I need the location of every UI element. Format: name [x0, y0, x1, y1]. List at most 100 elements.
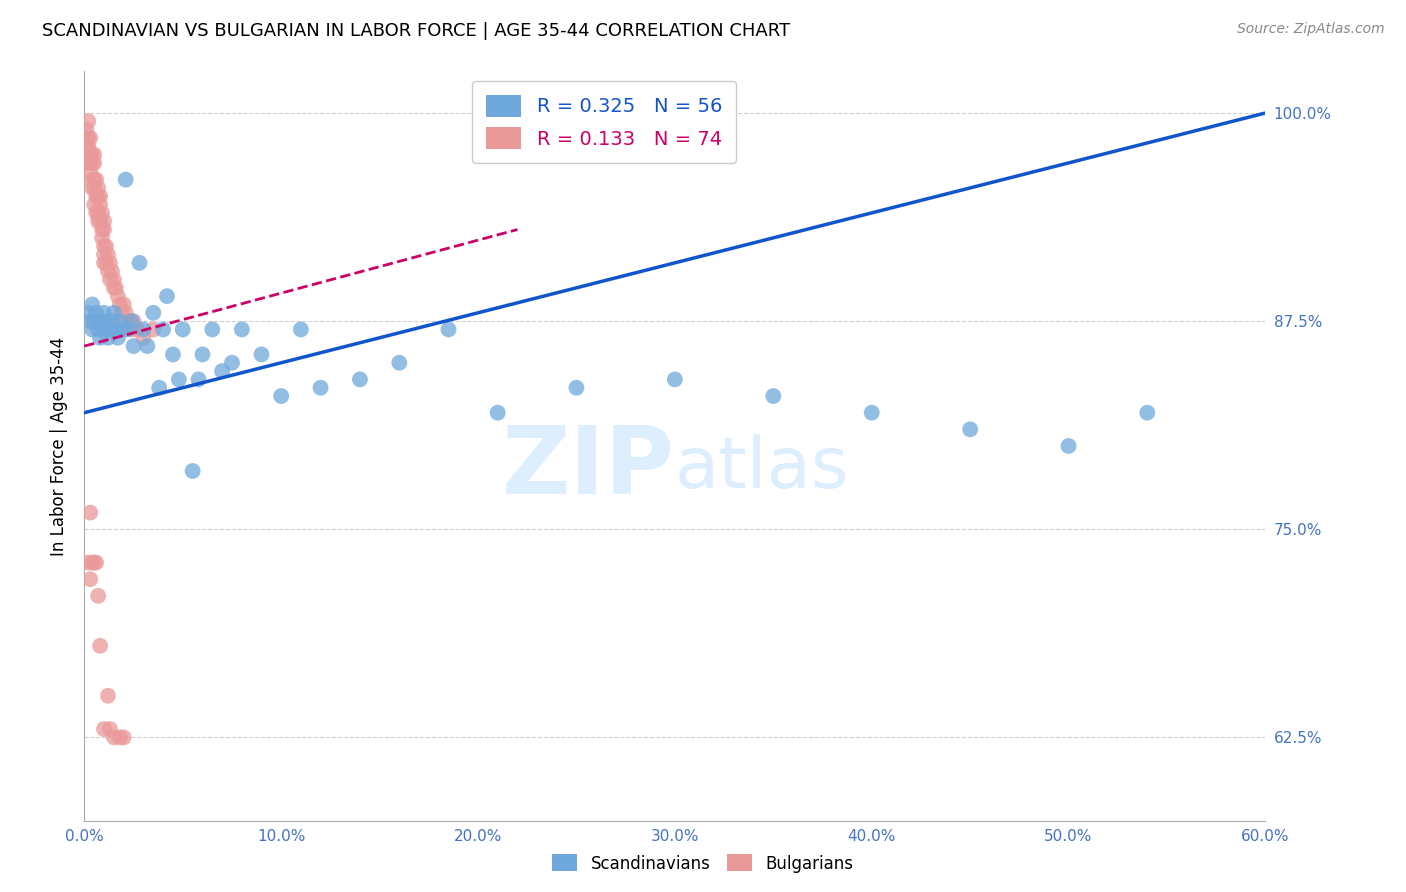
Point [94, 239, 117, 253]
Point [84, 189, 107, 203]
Legend: Scandinavians, Bulgarians: Scandinavians, Bulgarians [546, 847, 860, 880]
Point [108, 731, 131, 745]
Point [93, 214, 115, 228]
Point [136, 339, 159, 353]
Point [231, 322, 253, 336]
Point [79, 164, 101, 178]
Point [79, 147, 101, 161]
Point [97, 689, 120, 703]
Point [121, 314, 143, 328]
Point [82, 147, 104, 161]
Point [959, 422, 981, 436]
Point [83, 172, 105, 186]
Point [93, 256, 115, 270]
Point [101, 264, 124, 278]
Point [98, 322, 121, 336]
Point [112, 322, 135, 336]
Point [93, 222, 115, 236]
Point [127, 322, 149, 336]
Point [148, 381, 170, 395]
Point [132, 331, 155, 345]
Point [89, 639, 111, 653]
Point [94, 314, 117, 328]
Point [187, 372, 209, 386]
Point [103, 306, 125, 320]
Point [191, 347, 214, 361]
Point [89, 214, 111, 228]
Point [93, 322, 115, 336]
Point [87, 589, 110, 603]
Point [172, 322, 194, 336]
Point [87, 214, 110, 228]
Point [104, 281, 127, 295]
Point [82, 322, 104, 336]
Point [77, 139, 100, 153]
Point [98, 272, 121, 286]
Point [83, 197, 105, 211]
Point [103, 272, 125, 286]
Point [664, 372, 686, 386]
Point [142, 322, 165, 336]
Point [104, 322, 127, 336]
Point [79, 131, 101, 145]
Point [162, 347, 184, 361]
Point [221, 356, 243, 370]
Point [97, 331, 120, 345]
Point [101, 314, 124, 328]
Point [142, 306, 165, 320]
Point [79, 156, 101, 170]
Point [122, 314, 145, 328]
Point [107, 289, 129, 303]
Point [111, 306, 134, 320]
Point [860, 406, 883, 420]
Point [152, 322, 174, 336]
Point [97, 247, 120, 261]
Y-axis label: In Labor Force | Age 35-44: In Labor Force | Age 35-44 [49, 336, 67, 556]
Point [77, 131, 100, 145]
Point [762, 389, 785, 403]
Point [77, 114, 100, 128]
Point [107, 331, 129, 345]
Point [437, 322, 460, 336]
Point [103, 281, 125, 295]
Point [83, 556, 105, 570]
Point [83, 156, 105, 170]
Point [93, 247, 115, 261]
Point [79, 314, 101, 328]
Point [156, 289, 179, 303]
Point [93, 239, 115, 253]
Point [75, 131, 97, 145]
Point [121, 322, 143, 336]
Point [83, 147, 105, 161]
Point [290, 322, 312, 336]
Point [1136, 406, 1159, 420]
Point [83, 314, 105, 328]
Point [181, 464, 204, 478]
Point [114, 306, 136, 320]
Point [82, 181, 104, 195]
Text: Source: ZipAtlas.com: Source: ZipAtlas.com [1237, 22, 1385, 37]
Point [84, 172, 107, 186]
Point [77, 556, 100, 570]
Point [93, 722, 115, 736]
Point [117, 322, 139, 336]
Point [79, 506, 101, 520]
Point [79, 572, 101, 586]
Point [388, 356, 411, 370]
Point [270, 389, 292, 403]
Point [114, 172, 136, 186]
Point [82, 156, 104, 170]
Text: atlas: atlas [675, 434, 849, 503]
Point [486, 406, 509, 420]
Point [565, 381, 588, 395]
Text: ZIP: ZIP [502, 423, 675, 515]
Point [91, 206, 114, 220]
Point [87, 322, 110, 336]
Point [98, 722, 121, 736]
Point [82, 297, 104, 311]
Point [93, 306, 115, 320]
Point [1057, 439, 1080, 453]
Point [250, 347, 273, 361]
Legend: R = 0.325   N = 56, R = 0.133   N = 74: R = 0.325 N = 56, R = 0.133 N = 74 [472, 81, 735, 163]
Point [211, 364, 233, 378]
